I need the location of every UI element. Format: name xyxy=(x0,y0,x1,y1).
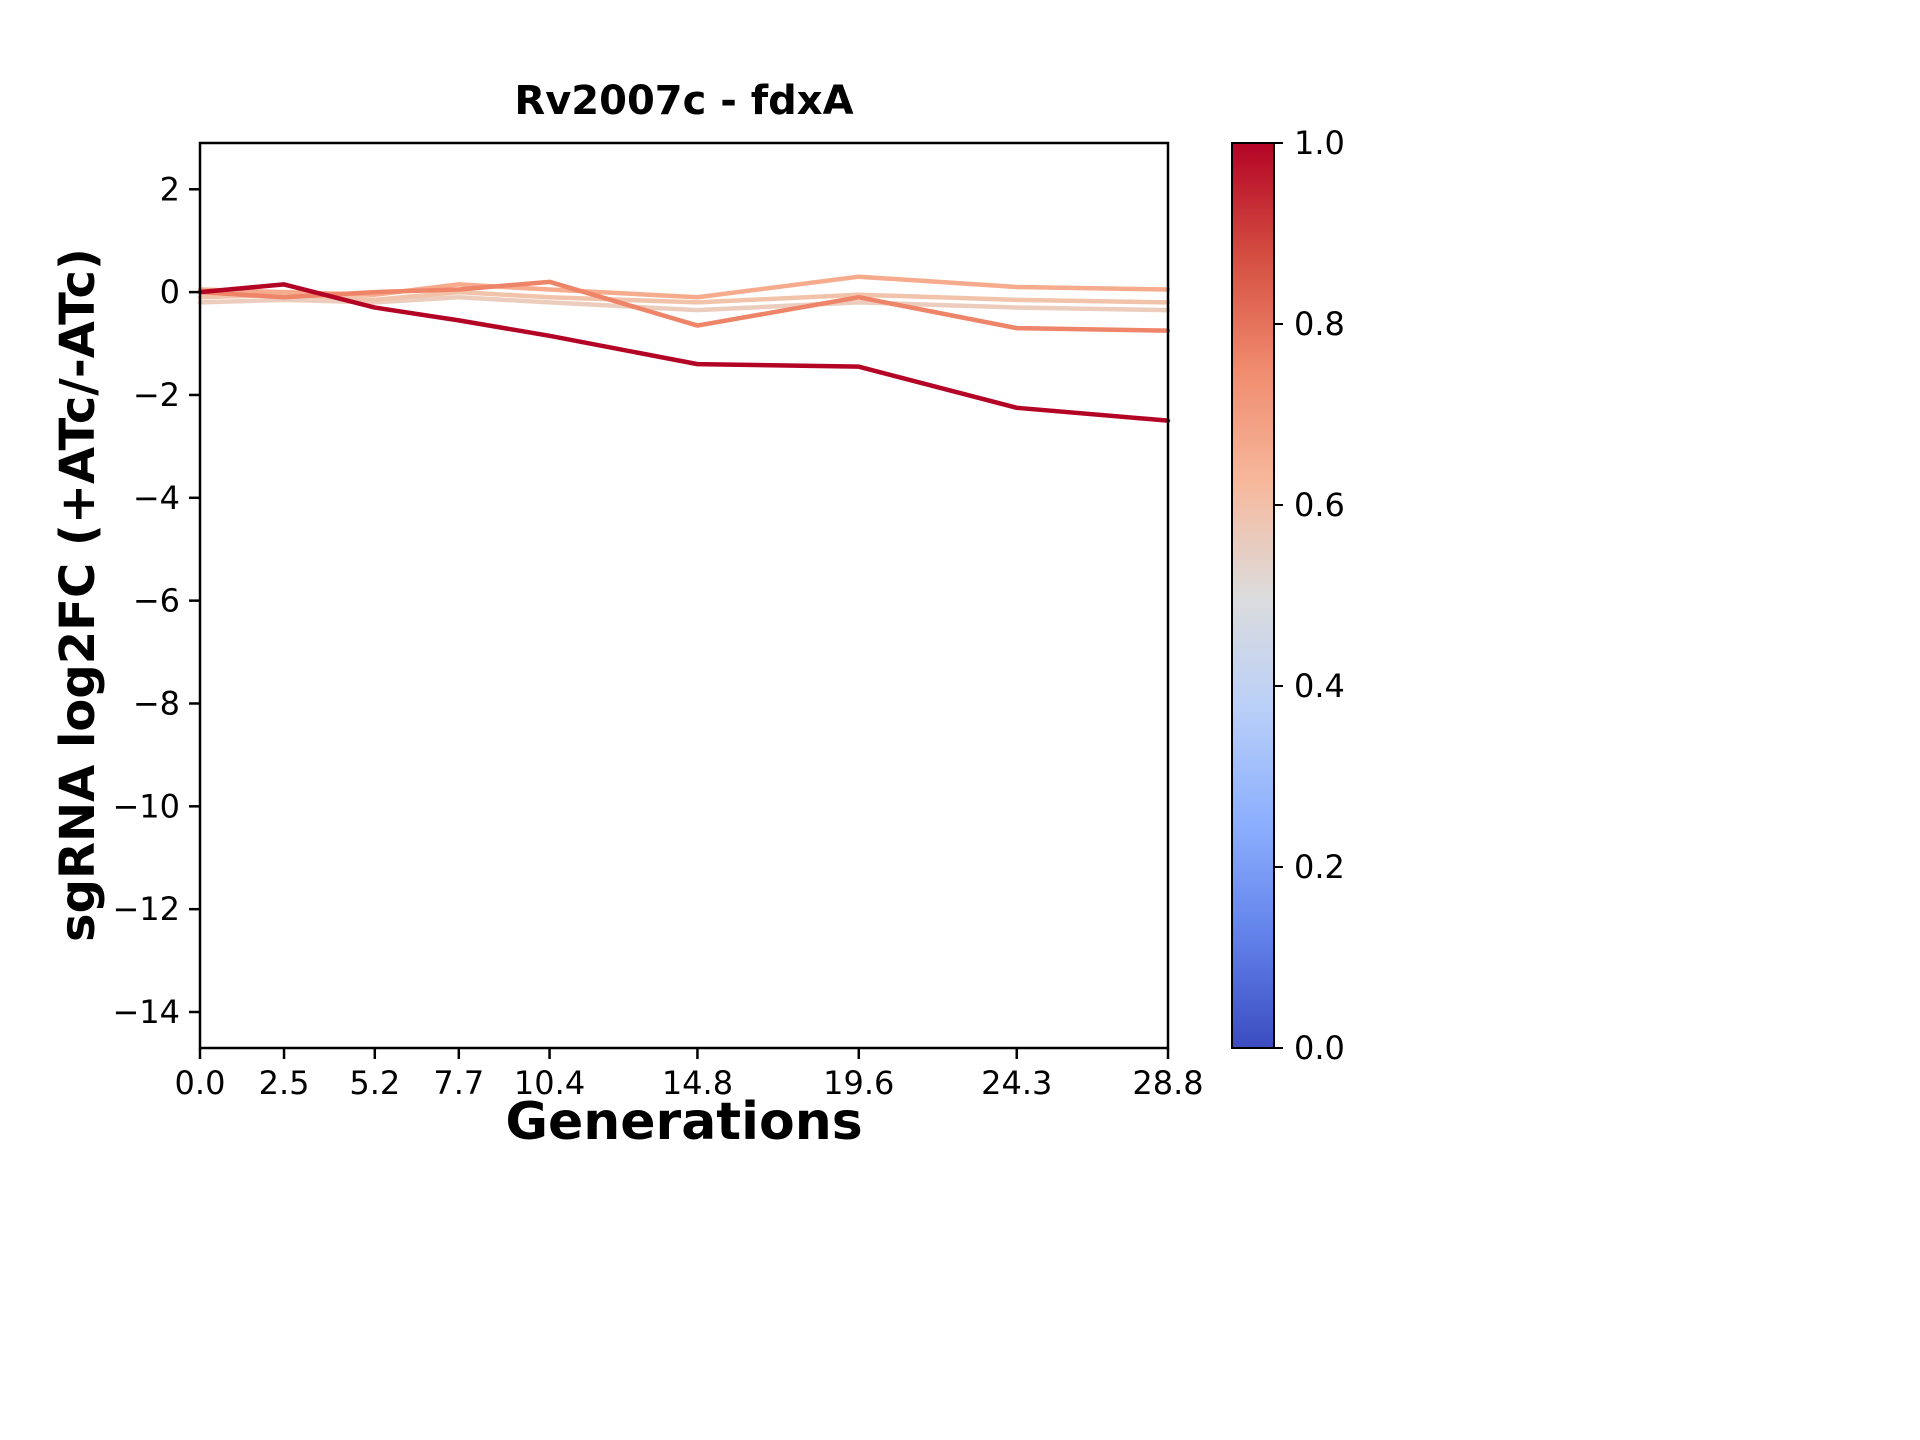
plot-line-series-5 xyxy=(197,295,1171,313)
y-tick-label: 2 xyxy=(160,170,180,208)
y-tick-label: −14 xyxy=(112,993,180,1031)
colorbar-tick-label: 1.0 xyxy=(1294,124,1345,162)
colorbar-tick-label: 0.8 xyxy=(1294,305,1345,343)
y-tick-label: −6 xyxy=(133,582,180,620)
y-tick-label: −8 xyxy=(133,684,180,722)
x-tick-label: 19.6 xyxy=(823,1064,894,1102)
y-axis-label: sgRNA log2FC (+ATc/-ATc) xyxy=(50,248,106,942)
colorbar-tick-label: 0.0 xyxy=(1294,1029,1345,1067)
colorbar-tick-label: 0.2 xyxy=(1294,848,1345,886)
colorbar-tick-label: 0.4 xyxy=(1294,667,1345,705)
plot-line-series-2 xyxy=(197,279,1171,333)
y-tick-label: 0 xyxy=(160,273,180,311)
y-tick-label: −4 xyxy=(133,479,180,517)
y-tick-label: −10 xyxy=(112,787,180,825)
x-tick-label: 7.7 xyxy=(433,1064,484,1102)
x-tick-label: 14.8 xyxy=(662,1064,733,1102)
x-tick-label: 24.3 xyxy=(981,1064,1052,1102)
y-tick-label: −12 xyxy=(112,890,180,928)
x-tick-label: 5.2 xyxy=(349,1064,400,1102)
x-tick-label: 28.8 xyxy=(1132,1064,1203,1102)
x-tick-label: 10.4 xyxy=(514,1064,585,1102)
plot-line-series-1 xyxy=(197,282,1171,423)
x-axis-label: Generations xyxy=(505,1092,863,1152)
colorbar-tick-label: 0.6 xyxy=(1294,486,1345,524)
axes-frame xyxy=(198,141,1170,1050)
x-tick-label: 0.0 xyxy=(175,1064,226,1102)
y-tick-label: −2 xyxy=(133,376,180,414)
colorbar xyxy=(1231,142,1275,1049)
x-tick-label: 2.5 xyxy=(259,1064,310,1102)
chart-title: Rv2007c - fdxA xyxy=(514,78,854,124)
